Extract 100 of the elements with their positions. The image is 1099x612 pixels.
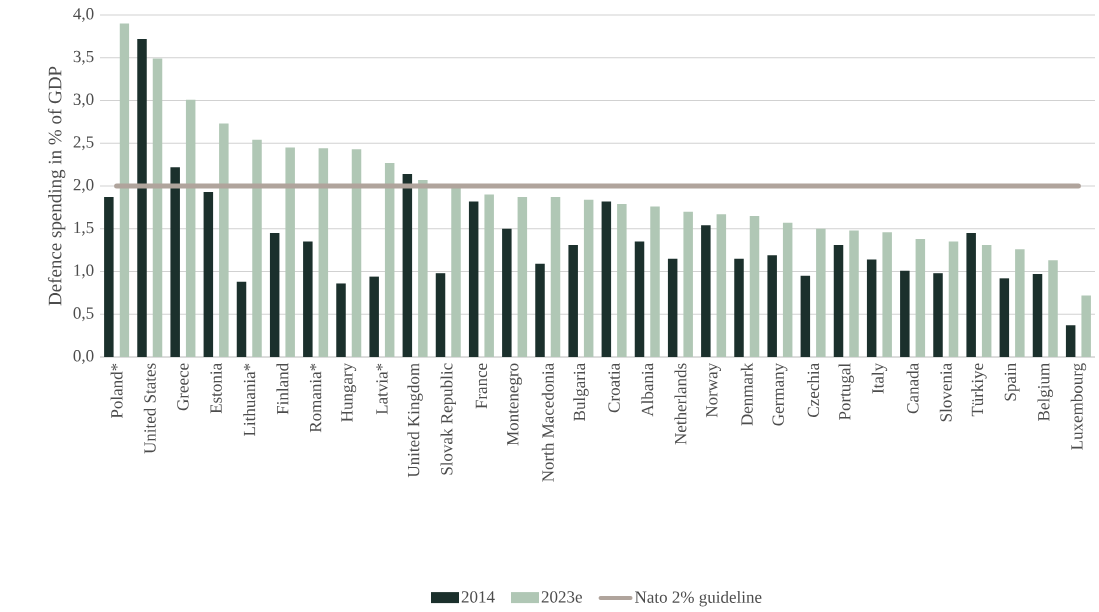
y-tick-label: 4,0	[73, 8, 94, 22]
bar	[384, 162, 395, 357]
x-tick-label: Montenegro	[507, 363, 522, 446]
x-tick-label: Bulgaria	[573, 363, 589, 421]
bar	[900, 270, 910, 357]
y-tick-label: 0,5	[73, 307, 94, 322]
bar	[915, 239, 926, 357]
bar	[866, 259, 877, 357]
bar	[716, 214, 727, 357]
bar	[303, 241, 313, 357]
bar	[749, 215, 760, 357]
bar	[236, 281, 247, 357]
x-tick-label: United States	[143, 363, 156, 454]
bar	[1032, 274, 1043, 357]
bar	[948, 241, 959, 357]
bar	[816, 228, 826, 357]
bar	[137, 38, 147, 357]
bar	[152, 58, 163, 357]
bar	[933, 273, 943, 357]
bar	[502, 228, 512, 357]
y-tick-label: 2,5	[73, 136, 94, 151]
bar	[981, 244, 992, 357]
bar	[800, 275, 811, 357]
x-tick-label: Finland	[276, 363, 289, 415]
bar	[882, 232, 892, 357]
bar	[1015, 249, 1025, 357]
bar	[767, 255, 777, 357]
y-axis-title: Defence spending in % of GDP	[47, 66, 66, 306]
x-tick-label: Spain	[1004, 363, 1020, 401]
bar	[119, 23, 130, 357]
bar	[369, 276, 379, 357]
bar	[418, 180, 428, 357]
bar	[468, 201, 479, 357]
bar	[617, 203, 627, 357]
bar	[402, 174, 413, 357]
y-tick-label: 1,5	[74, 221, 94, 236]
bar	[667, 258, 678, 357]
x-tick-label: Slovenia	[939, 363, 952, 422]
bar	[517, 197, 528, 357]
x-tick-label: United Kingdom	[407, 363, 423, 478]
legend-label: 2014	[461, 591, 495, 603]
bar	[550, 197, 561, 357]
bar	[203, 191, 214, 357]
x-tick-label: Luxembourg	[1070, 363, 1087, 450]
x-tick-label: Croatia	[608, 363, 620, 413]
bar	[185, 99, 196, 357]
x-tick-label: Belgium	[1037, 363, 1053, 421]
bar	[252, 139, 262, 357]
x-tick-label: Portugal	[838, 363, 854, 420]
bar	[650, 206, 660, 357]
bar	[219, 123, 229, 357]
x-tick-label: Netherlands	[674, 363, 687, 445]
legend-label: 2023e	[541, 591, 582, 603]
bar	[734, 258, 744, 357]
x-tick-label: Greece	[177, 363, 189, 411]
x-tick-label: Poland*	[110, 363, 123, 419]
bar	[683, 211, 693, 357]
bar	[999, 278, 1010, 357]
y-tick-label: 1,0	[74, 264, 94, 279]
bar	[782, 222, 793, 357]
x-tick-label: Italy	[871, 362, 888, 394]
bar	[535, 263, 545, 357]
bar	[285, 147, 295, 357]
bar	[568, 244, 578, 357]
bar	[1048, 260, 1058, 357]
x-tick-label: Norway	[706, 362, 721, 418]
x-tick-label: France	[475, 363, 488, 409]
y-tick-label: 2,0	[73, 179, 94, 193]
bar	[701, 225, 711, 357]
bar	[336, 283, 346, 357]
bar	[849, 230, 859, 357]
x-tick-label: Romania*	[309, 363, 322, 433]
y-tick-label: 3,5	[73, 50, 94, 65]
x-tick-label: Slovak Republic	[440, 363, 456, 475]
x-tick-label: Latvia*	[376, 363, 388, 415]
x-tick-label: Germany	[772, 362, 788, 426]
legend-label: Nato 2% guideline	[635, 590, 762, 607]
y-tick-label: 3,0	[73, 93, 94, 108]
x-tick-label: Hungary	[341, 362, 357, 422]
bar	[833, 244, 844, 357]
bar	[484, 194, 494, 357]
bar	[966, 233, 976, 357]
bar	[269, 233, 280, 357]
bar	[1065, 325, 1076, 357]
bar	[351, 149, 362, 357]
bar	[583, 199, 594, 357]
x-tick-label: Denmark	[740, 362, 753, 426]
x-tick-label: Lithuania*	[243, 363, 256, 437]
x-tick-label: Canada	[906, 363, 919, 414]
x-tick-label: Albania	[641, 363, 654, 417]
bar	[435, 273, 446, 357]
x-tick-label: Estonia	[210, 363, 222, 414]
x-tick-label: Türkiye	[971, 363, 987, 417]
x-tick-label: North Macedonia	[541, 363, 554, 482]
bar	[634, 241, 645, 357]
bar	[451, 185, 461, 357]
y-tick-label: 0,0	[73, 350, 94, 364]
bar	[1081, 295, 1091, 357]
bar	[104, 197, 114, 357]
bar	[601, 201, 612, 357]
